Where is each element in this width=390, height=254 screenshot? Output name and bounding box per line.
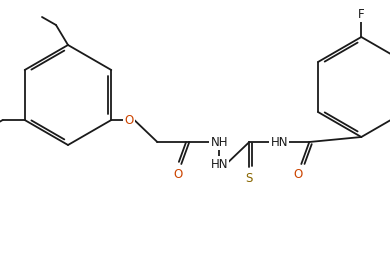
Text: O: O (294, 167, 303, 181)
Text: HN: HN (211, 157, 228, 170)
Text: NH: NH (211, 135, 228, 149)
Text: S: S (246, 171, 253, 184)
Text: F: F (358, 8, 365, 21)
Text: O: O (174, 167, 183, 181)
Text: HN: HN (271, 135, 288, 149)
Text: O: O (125, 114, 134, 126)
